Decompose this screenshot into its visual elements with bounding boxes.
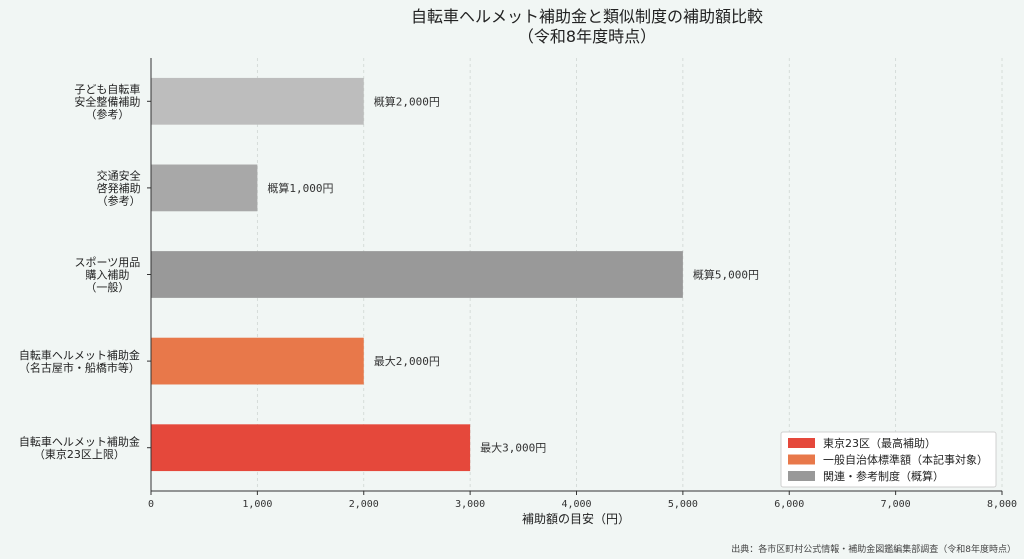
legend-swatch <box>788 454 815 465</box>
bar <box>151 251 683 298</box>
bar-value-label: 概算1,000円 <box>267 181 333 195</box>
legend-box <box>780 431 997 488</box>
chart-subtitle: （令和8年度時点） <box>518 27 656 46</box>
source-note: 出典：各市区町村公式情報・補助金図鑑編集部調査（令和8年度時点） <box>731 543 1016 555</box>
bar <box>151 77 364 125</box>
bar-value-label: 概算2,000円 <box>374 94 440 108</box>
chart-title: 自転車ヘルメット補助金と類似制度の補助額比較 <box>411 7 763 26</box>
legend-label: 東京23区（最高補助） <box>823 436 936 450</box>
x-tick-label: 0 <box>148 499 154 510</box>
x-tick-label: 8,000 <box>987 499 1017 510</box>
x-tick-label: 7,000 <box>881 499 911 510</box>
x-tick-label: 2,000 <box>349 499 379 510</box>
x-tick-label: 4,000 <box>561 499 591 510</box>
x-tick-label: 6,000 <box>774 499 804 510</box>
bar-value-label: 概算5,000円 <box>693 268 759 282</box>
category-label: 交通安全啓発補助（参考） <box>97 168 141 207</box>
category-label: スポーツ用品購入補助（一般） <box>75 256 141 294</box>
axes: 0 1,000 2,000 3,000 4,000 5,000 6,000 7,000 8,00… <box>19 58 1017 510</box>
legend-swatch <box>788 471 815 481</box>
bar <box>151 337 364 385</box>
x-tick-label: 5,000 <box>668 499 698 510</box>
bar <box>151 424 471 472</box>
x-tick-label: 3,000 <box>455 499 485 510</box>
x-axis-label: 補助額の目安（円） <box>522 511 630 526</box>
category-label: 自転車ヘルメット補助金（東京23区上限） <box>19 434 140 461</box>
bar-value-label: 最大2,000円 <box>374 354 440 368</box>
bar-value-label: 最大3,000円 <box>480 441 546 455</box>
bar <box>151 164 258 212</box>
legend: 東京23区（最高補助） 一般自治体標準額（本記事対象） 関連・参考制度（概算） <box>780 431 997 488</box>
x-tick-label: 1,000 <box>242 499 272 510</box>
legend-label: 関連・参考制度（概算） <box>823 469 944 483</box>
category-label: 子ども自転車安全整備補助（参考） <box>74 82 140 121</box>
legend-label: 一般自治体標準額（本記事対象） <box>823 453 988 467</box>
category-label: 自転車ヘルメット補助金（名古屋市・船橋市等） <box>19 348 140 375</box>
legend-swatch <box>788 438 815 448</box>
